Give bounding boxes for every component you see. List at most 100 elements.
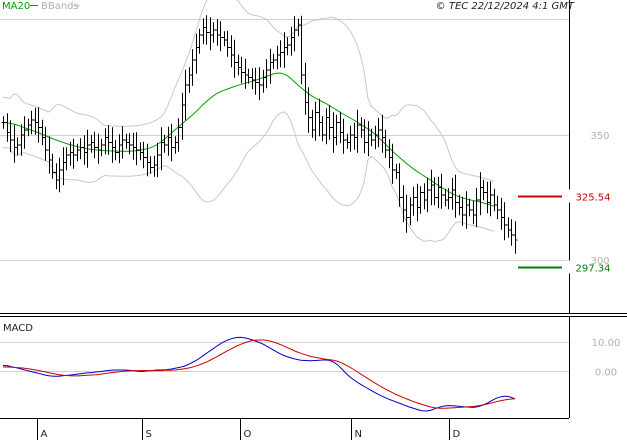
macd-grid bbox=[0, 342, 569, 372]
price-bar bbox=[439, 173, 444, 209]
price-bar bbox=[92, 131, 97, 159]
x-axis-month-label: A bbox=[41, 429, 48, 440]
signal-line bbox=[3, 339, 516, 409]
price-bar bbox=[131, 132, 136, 160]
price-bar bbox=[190, 49, 195, 86]
price-bar bbox=[450, 177, 455, 210]
price-bar bbox=[173, 136, 178, 154]
price-bar bbox=[232, 39, 237, 78]
price-bar bbox=[362, 119, 367, 154]
bbands-legend-label: BBands bbox=[41, 1, 79, 12]
price-bar bbox=[208, 17, 213, 51]
price-bar bbox=[313, 101, 318, 141]
price-bar bbox=[138, 142, 143, 161]
price-y-tick-label: 300 bbox=[590, 256, 609, 267]
price-bar bbox=[166, 126, 171, 156]
price-bar bbox=[29, 110, 34, 135]
price-bar bbox=[366, 121, 371, 157]
support-level-label: 297.34 bbox=[576, 264, 611, 275]
price-bar bbox=[141, 141, 146, 169]
price-bar bbox=[292, 16, 297, 52]
price-bar bbox=[432, 177, 437, 206]
x-axis-month-label: S bbox=[146, 429, 152, 440]
price-bar bbox=[26, 118, 31, 137]
price-bar bbox=[373, 125, 378, 150]
price-bar bbox=[271, 53, 276, 69]
price-bar bbox=[341, 118, 346, 154]
price-bar bbox=[306, 87, 311, 133]
price-bar bbox=[40, 119, 45, 146]
price-bar bbox=[99, 138, 104, 157]
price-bar bbox=[268, 48, 273, 84]
price-bar bbox=[78, 138, 83, 160]
ma20-legend-label: MA20 bbox=[2, 1, 30, 12]
price-bar bbox=[187, 67, 192, 93]
macd-y-tick-label: 10.00 bbox=[592, 338, 621, 349]
price-bar bbox=[376, 117, 381, 148]
price-bar bbox=[22, 116, 27, 149]
price-bar bbox=[57, 157, 62, 193]
price-bar bbox=[369, 128, 374, 147]
price-bar bbox=[43, 126, 48, 161]
price-bar bbox=[334, 114, 339, 146]
price-bar bbox=[225, 30, 230, 57]
price-bar bbox=[506, 217, 511, 238]
price-bar bbox=[397, 163, 402, 207]
price-bar bbox=[411, 186, 416, 216]
price-bar bbox=[264, 59, 269, 89]
price-bar bbox=[359, 117, 364, 138]
x-axis-month-label: O bbox=[244, 429, 252, 440]
price-bar bbox=[113, 139, 118, 161]
price-bar bbox=[488, 181, 493, 217]
price-bar bbox=[36, 107, 41, 143]
price-bar bbox=[275, 45, 280, 70]
price-bar bbox=[243, 58, 248, 89]
macd-lines bbox=[2, 336, 516, 412]
price-bar bbox=[85, 129, 90, 168]
price-bar bbox=[282, 32, 287, 68]
price-bar bbox=[236, 54, 241, 76]
price-bar bbox=[289, 26, 294, 56]
price-bar bbox=[474, 187, 479, 228]
price-bar bbox=[110, 127, 115, 163]
price-bar bbox=[222, 31, 227, 47]
price-bar bbox=[169, 123, 174, 162]
price-bar bbox=[338, 111, 343, 144]
price-bar bbox=[211, 22, 216, 43]
price-bar bbox=[8, 120, 13, 153]
price-bar bbox=[408, 197, 413, 226]
bbands-lower-line bbox=[2, 111, 495, 243]
price-bar bbox=[96, 133, 101, 164]
price-bar bbox=[387, 139, 392, 169]
price-bar bbox=[176, 118, 181, 152]
price-bar bbox=[436, 176, 441, 209]
price-bar bbox=[204, 15, 209, 45]
price-bar bbox=[106, 125, 111, 155]
price-bar bbox=[180, 92, 185, 140]
price-bar bbox=[390, 143, 395, 184]
price-bar bbox=[250, 68, 255, 90]
price-bar bbox=[495, 195, 500, 220]
price-bar bbox=[15, 137, 20, 156]
price-bar bbox=[422, 183, 427, 210]
price-bar bbox=[120, 126, 125, 159]
x-axis-month-label: D bbox=[453, 429, 461, 440]
price-bar bbox=[394, 163, 399, 179]
price-bar bbox=[197, 28, 202, 54]
price-bar bbox=[117, 134, 122, 164]
macd-line bbox=[2, 336, 516, 412]
price-bar bbox=[478, 172, 483, 216]
price-bar bbox=[327, 105, 332, 140]
price-bar bbox=[404, 194, 409, 233]
price-bar bbox=[201, 18, 206, 45]
resistance-level-label: 325.54 bbox=[576, 193, 611, 204]
price-bar bbox=[89, 134, 94, 153]
price-bar bbox=[502, 202, 507, 241]
price-bar bbox=[64, 147, 69, 171]
price-bar bbox=[446, 188, 451, 210]
frames bbox=[0, 0, 627, 419]
price-bar bbox=[380, 114, 385, 153]
price-bar bbox=[148, 156, 153, 174]
price-bar bbox=[513, 221, 518, 254]
y-axis-labels: 300 350 10.00 0.00 bbox=[590, 131, 620, 378]
